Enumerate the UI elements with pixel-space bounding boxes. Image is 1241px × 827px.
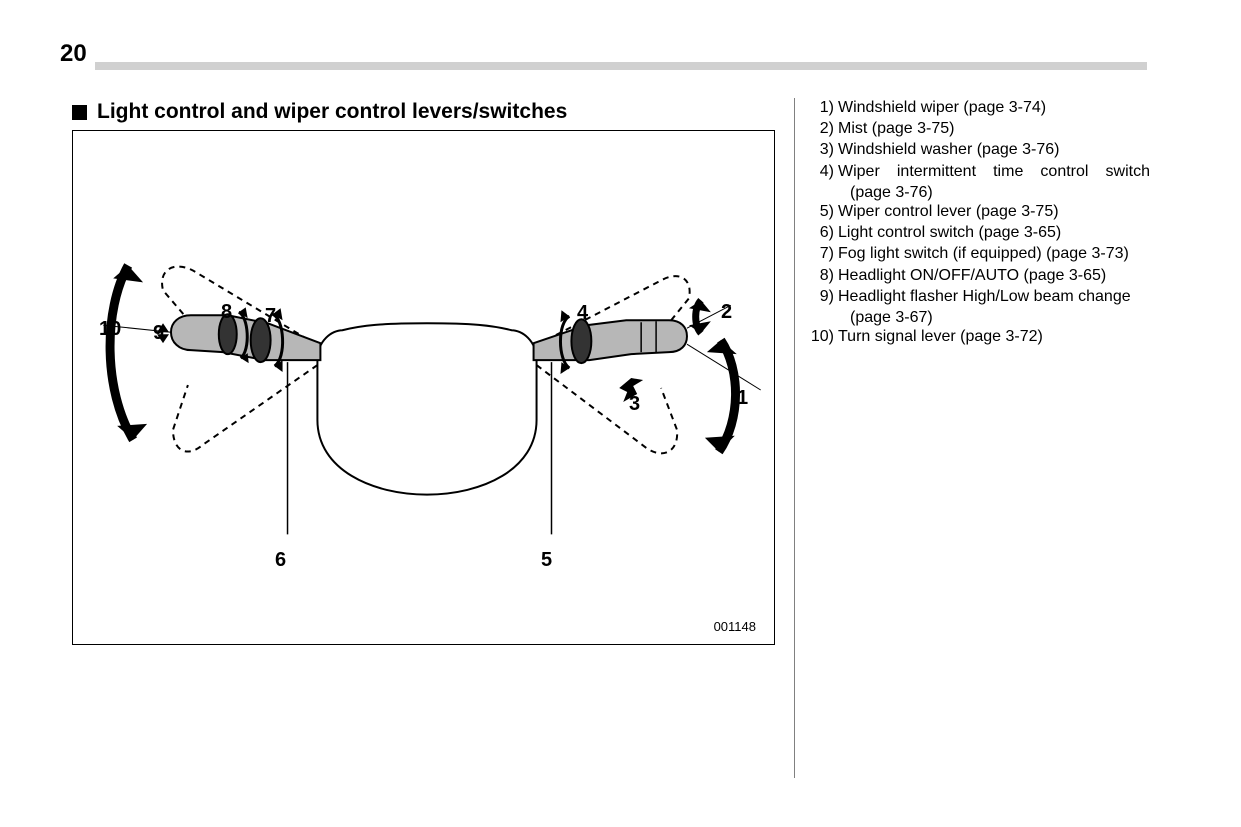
page-number: 20 (60, 40, 87, 68)
legend-number: 6) (800, 223, 838, 242)
manual-page: 20 Light control and wiper control lever… (0, 0, 1241, 827)
figure-box: 1 2 3 4 5 6 7 8 9 10 001148 (72, 130, 775, 645)
arc-10 (110, 265, 133, 439)
arc-1-head-bot (705, 436, 735, 452)
section-title: Light control and wiper control levers/s… (72, 100, 567, 124)
diagram-label-7: 7 (265, 305, 276, 328)
legend-item: 5)Wiper control lever (page 3-75) (800, 202, 1150, 221)
legend-text: Windshield washer (page 3-76) (838, 140, 1150, 159)
legend-number: 8) (800, 266, 838, 285)
legend-text: Wiper intermittent time control switch (838, 162, 1150, 181)
legend-number: 3) (800, 140, 838, 159)
legend-text: Headlight flasher High/Low beam change (838, 287, 1150, 306)
legend-item: 10)Turn signal lever (page 3-72) (800, 327, 1150, 346)
diagram-label-8: 8 (221, 301, 232, 324)
arc-10-head-bot (117, 424, 147, 440)
legend-number: 2) (800, 119, 838, 138)
right-stalk (534, 320, 687, 360)
square-bullet-icon (72, 105, 87, 120)
arc-2-head-bot (689, 321, 711, 333)
legend-item: 3)Windshield washer (page 3-76) (800, 140, 1150, 159)
legend-item: 6)Light control switch (page 3-65) (800, 223, 1150, 242)
legend-item: 1)Windshield wiper (page 3-74) (800, 98, 1150, 117)
legend-number: 5) (800, 202, 838, 221)
legend-list: 1)Windshield wiper (page 3-74)2)Mist (pa… (800, 98, 1150, 348)
arc-1 (719, 340, 736, 452)
legend-text: Light control switch (page 3-65) (838, 223, 1150, 242)
legend-number: 10) (800, 327, 838, 346)
diagram-label-5: 5 (541, 549, 552, 572)
legend-number: 1) (800, 98, 838, 117)
legend-item: 8)Headlight ON/OFF/AUTO (page 3-65) (800, 266, 1150, 285)
diagram-label-10: 10 (99, 318, 121, 341)
legend-item: 7)Fog light switch (if equipped) (page 3… (800, 244, 1150, 263)
legend-item: 4)Wiper intermittent time control switch (800, 162, 1150, 181)
legend-text: Turn signal lever (page 3-72) (838, 327, 1150, 346)
legend-text: Wiper control lever (page 3-75) (838, 202, 1150, 221)
steering-hub (317, 323, 536, 494)
legend-subtext: (page 3-67) (850, 308, 1150, 327)
diagram-label-6: 6 (275, 549, 286, 572)
right-range-lower (537, 365, 678, 453)
legend-text: Windshield wiper (page 3-74) (838, 98, 1150, 117)
right-collar-4 (571, 319, 591, 363)
legend-subtext: (page 3-76) (850, 183, 1150, 202)
diagram-label-1: 1 (737, 387, 748, 410)
section-title-text: Light control and wiper control levers/s… (97, 100, 567, 124)
diagram-label-9: 9 (153, 322, 164, 345)
legend-item: 9)Headlight flasher High/Low beam change (800, 287, 1150, 306)
arc-2-head-top (689, 300, 711, 312)
figure-id: 001148 (714, 619, 756, 634)
legend-text: Mist (page 3-75) (838, 119, 1150, 138)
diagram-svg (73, 131, 774, 644)
legend-number: 9) (800, 287, 838, 306)
legend-number: 4) (800, 162, 838, 181)
diagram-label-2: 2 (721, 301, 732, 324)
arc-1-head-top (707, 340, 737, 354)
legend-item: 2)Mist (page 3-75) (800, 119, 1150, 138)
legend-number: 7) (800, 244, 838, 263)
legend-text: Fog light switch (if equipped) (page 3-7… (838, 244, 1150, 263)
column-divider (794, 98, 795, 778)
left-range-lower (173, 365, 317, 451)
header-rule (95, 62, 1147, 70)
diagram-label-4: 4 (577, 302, 588, 325)
diagram-label-3: 3 (629, 393, 640, 416)
legend-text: Headlight ON/OFF/AUTO (page 3-65) (838, 266, 1150, 285)
